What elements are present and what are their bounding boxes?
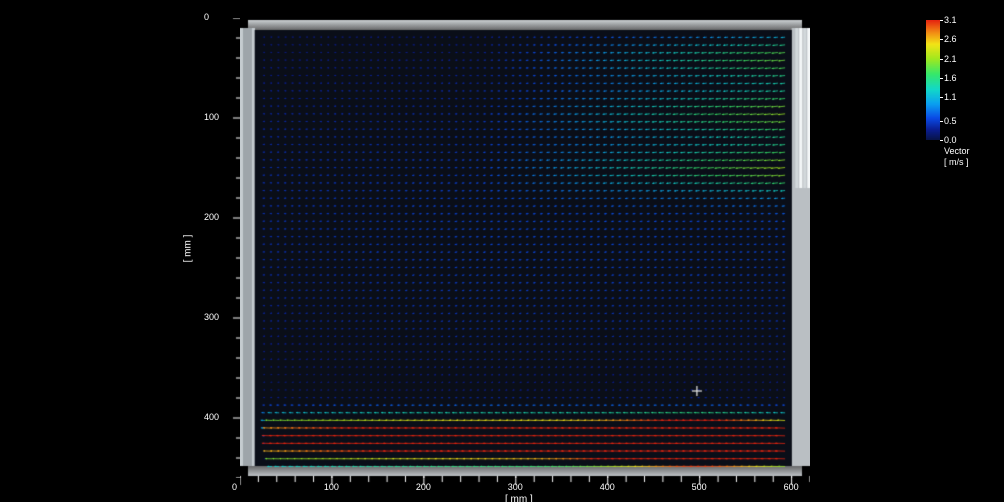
- y-axis-label: [ mm ]: [182, 235, 193, 263]
- y-tick-label: 200: [204, 212, 224, 222]
- vector-field-plot: [240, 18, 810, 478]
- colorbar-tick-label: 3.1: [944, 15, 957, 25]
- colorbar-title: Vector[ m/s ]: [944, 146, 970, 168]
- y-tick-label: 400: [204, 412, 224, 422]
- colorbar-tick-label: 2.1: [944, 54, 957, 64]
- colorbar-tick-label: 1.6: [944, 73, 957, 83]
- y-tick-label: 300: [204, 312, 224, 322]
- y-tick-label: 0: [204, 12, 224, 22]
- colorbar-tick-label: 0.0: [944, 135, 957, 145]
- colorbar-tick-label: 2.6: [944, 34, 957, 44]
- x-tick-label: 0: [232, 482, 237, 492]
- colorbar-tick-label: 1.1: [944, 92, 957, 102]
- colorbar-tick-label: 0.5: [944, 116, 957, 126]
- y-tick-label: 100: [204, 112, 224, 122]
- colorbar: [926, 20, 940, 140]
- x-axis-label: [ mm ]: [505, 494, 533, 502]
